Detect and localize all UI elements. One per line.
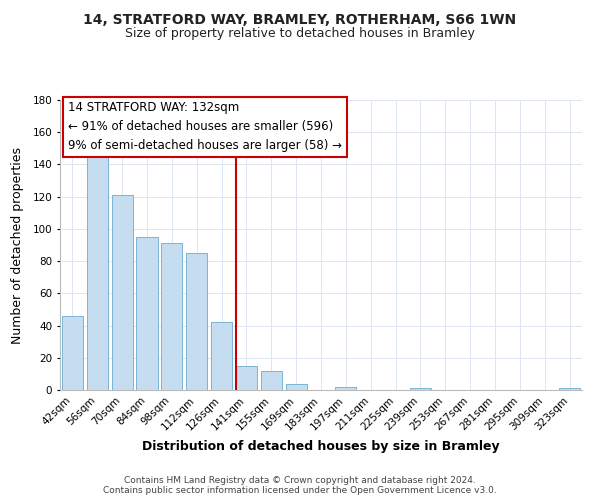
Y-axis label: Number of detached properties: Number of detached properties bbox=[11, 146, 24, 344]
Bar bbox=[161, 244, 182, 390]
Text: 14 STRATFORD WAY: 132sqm
← 91% of detached houses are smaller (596)
9% of semi-d: 14 STRATFORD WAY: 132sqm ← 91% of detach… bbox=[68, 102, 342, 152]
Bar bbox=[136, 237, 158, 390]
Text: 14, STRATFORD WAY, BRAMLEY, ROTHERHAM, S66 1WN: 14, STRATFORD WAY, BRAMLEY, ROTHERHAM, S… bbox=[83, 12, 517, 26]
Bar bbox=[211, 322, 232, 390]
Text: Contains public sector information licensed under the Open Government Licence v3: Contains public sector information licen… bbox=[103, 486, 497, 495]
Bar bbox=[62, 316, 83, 390]
Bar bbox=[286, 384, 307, 390]
Bar bbox=[186, 253, 207, 390]
Bar bbox=[87, 156, 108, 390]
Bar bbox=[261, 370, 282, 390]
Bar bbox=[236, 366, 257, 390]
Bar bbox=[112, 195, 133, 390]
Bar bbox=[335, 387, 356, 390]
Text: Contains HM Land Registry data © Crown copyright and database right 2024.: Contains HM Land Registry data © Crown c… bbox=[124, 476, 476, 485]
Bar bbox=[410, 388, 431, 390]
Text: Size of property relative to detached houses in Bramley: Size of property relative to detached ho… bbox=[125, 28, 475, 40]
Bar bbox=[559, 388, 580, 390]
X-axis label: Distribution of detached houses by size in Bramley: Distribution of detached houses by size … bbox=[142, 440, 500, 453]
